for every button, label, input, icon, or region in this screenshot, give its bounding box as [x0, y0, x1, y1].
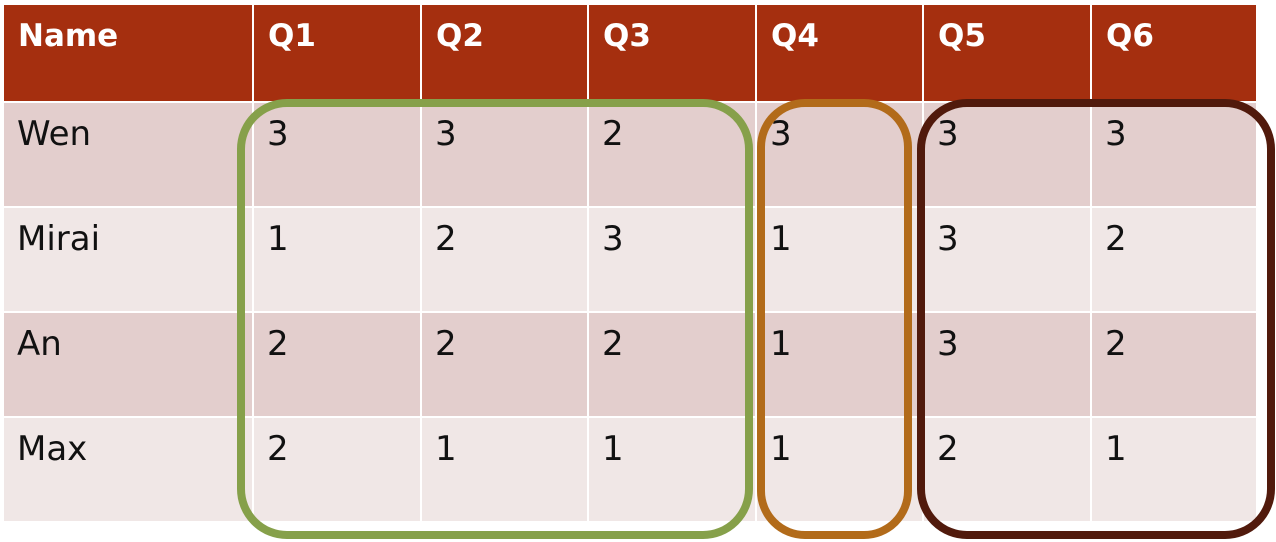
score-cell: 3	[922, 311, 1092, 418]
score-cell: 1	[755, 416, 924, 523]
score-cell: 2	[420, 311, 589, 418]
score-cell: 1	[587, 416, 757, 523]
score-cell: 3	[587, 206, 757, 313]
header-q1: Q1	[252, 3, 422, 103]
header-name: Name	[2, 3, 254, 103]
score-cell: 3	[420, 101, 589, 208]
header-q5: Q5	[922, 3, 1092, 103]
row-name-cell: Wen	[2, 101, 254, 208]
score-cell: 3	[1090, 101, 1258, 208]
score-cell: 1	[252, 206, 422, 313]
score-cell: 1	[755, 206, 924, 313]
header-q6: Q6	[1090, 3, 1258, 103]
score-cell: 2	[252, 416, 422, 523]
score-cell: 2	[252, 311, 422, 418]
score-cell: 1	[1090, 416, 1258, 523]
score-table: Name Q1 Q2 Q3 Q4 Q5 Q6 Wen 3 3 2 3 3 3 M…	[2, 3, 1258, 523]
score-cell: 2	[1090, 311, 1258, 418]
score-cell: 2	[587, 101, 757, 208]
score-cell: 1	[755, 311, 924, 418]
table-row: Mirai 1 2 3 1 3 2	[2, 206, 1258, 313]
score-cell: 3	[755, 101, 924, 208]
score-cell: 1	[420, 416, 589, 523]
score-cell: 2	[922, 416, 1092, 523]
row-name-cell: An	[2, 311, 254, 418]
header-row: Name Q1 Q2 Q3 Q4 Q5 Q6	[2, 3, 1258, 103]
row-name-cell: Max	[2, 416, 254, 523]
header-q3: Q3	[587, 3, 757, 103]
header-q2: Q2	[420, 3, 589, 103]
table-row: An 2 2 2 1 3 2	[2, 311, 1258, 418]
score-cell: 3	[252, 101, 422, 208]
score-cell: 2	[587, 311, 757, 418]
score-cell: 2	[420, 206, 589, 313]
score-cell: 2	[1090, 206, 1258, 313]
score-cell: 3	[922, 206, 1092, 313]
row-name-cell: Mirai	[2, 206, 254, 313]
header-q4: Q4	[755, 3, 924, 103]
table-row: Max 2 1 1 1 2 1	[2, 416, 1258, 523]
table-row: Wen 3 3 2 3 3 3	[2, 101, 1258, 208]
score-cell: 3	[922, 101, 1092, 208]
